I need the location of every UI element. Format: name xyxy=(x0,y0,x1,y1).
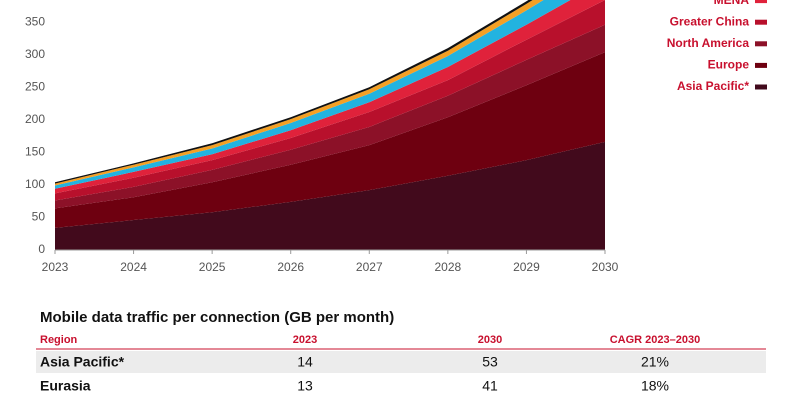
y-tick-label: 50 xyxy=(32,210,46,224)
legend-swatch xyxy=(755,0,767,4)
table-cell: 41 xyxy=(482,378,498,394)
x-tick-label: 2027 xyxy=(356,260,383,274)
x-tick-label: 2026 xyxy=(277,260,304,274)
y-tick-label: 350 xyxy=(25,14,45,28)
x-tick-label: 2030 xyxy=(592,260,619,274)
table-cell: Asia Pacific* xyxy=(40,354,125,370)
y-tick-label: 200 xyxy=(25,112,45,126)
table-header: Region xyxy=(40,334,78,346)
table-cell: 53 xyxy=(482,354,498,370)
y-tick-label: 250 xyxy=(25,79,45,93)
area xyxy=(55,0,605,194)
row-band xyxy=(36,351,766,373)
legend-swatch xyxy=(755,62,767,68)
x-tick-label: 2029 xyxy=(513,260,540,274)
area xyxy=(55,0,571,189)
table-cell: 14 xyxy=(297,354,313,370)
area xyxy=(55,141,605,250)
legend-swatch xyxy=(755,41,767,47)
table-header: CAGR 2023–2030 xyxy=(610,334,701,346)
y-tick-label: 150 xyxy=(25,145,45,159)
table-header: 2023 xyxy=(293,334,317,346)
table-cell: 13 xyxy=(297,378,313,394)
legend-swatch xyxy=(755,19,767,25)
table-cell: 18% xyxy=(641,378,669,394)
table-header: 2030 xyxy=(478,334,502,346)
table-cell: Eurasia xyxy=(40,378,91,394)
legend-label: Greater China xyxy=(670,14,750,28)
legend-label: North America xyxy=(667,36,750,50)
area xyxy=(55,52,605,228)
plot-area xyxy=(55,0,605,250)
x-tick-label: 2024 xyxy=(120,260,147,274)
x-tick-label: 2028 xyxy=(435,260,462,274)
legend-swatch xyxy=(755,84,767,90)
table-title: Mobile data traffic per connection (GB p… xyxy=(40,309,394,326)
table-cell: 21% xyxy=(641,354,669,370)
legend-label: Asia Pacific* xyxy=(677,79,749,93)
x-tick-label: 2023 xyxy=(42,260,69,274)
legend-label: Europe xyxy=(708,58,750,72)
y-tick-label: 300 xyxy=(25,47,45,61)
y-tick-label: 0 xyxy=(38,242,45,256)
x-tick-label: 2025 xyxy=(199,260,226,274)
legend-label: MENA xyxy=(714,0,750,7)
y-tick-label: 100 xyxy=(25,177,45,191)
